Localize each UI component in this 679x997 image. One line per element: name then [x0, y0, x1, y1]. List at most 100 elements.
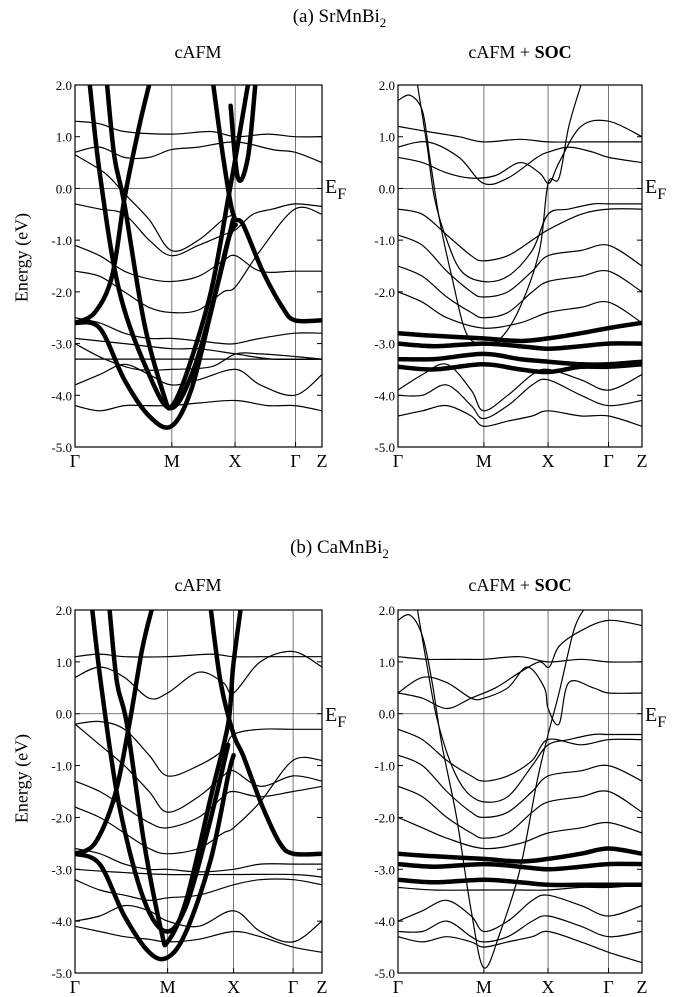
a-cafm-band-2 [75, 222, 238, 430]
a-cafm-soc-ytick-label-5: 0.0 [379, 181, 395, 196]
fermi-label-a: EF [325, 176, 346, 204]
b-cafm-soc-band-8 [398, 816, 642, 850]
a-cafm-band-7 [75, 141, 322, 164]
a-cafm-soc-band-8 [398, 291, 642, 329]
a-cafm-band-10 [75, 244, 322, 283]
b-cafm-band-10 [75, 756, 322, 855]
b-cafm-soc-band-1 [416, 610, 642, 803]
a-cafm-band-4 [211, 85, 322, 324]
b-cafm-ytick-label-7: 2.0 [56, 603, 72, 618]
b-cafm-soc-xtick-label-2: X [542, 977, 555, 997]
b-cafm-ytick-label-2: -3.0 [51, 862, 72, 877]
a-cafm-soc-xtick-label-0: Γ [393, 451, 403, 471]
a-cafm-ytick-label-7: 2.0 [56, 78, 72, 93]
a-cafm-ytick-label-3: -2.0 [51, 285, 72, 300]
panel-title-b-cafm: cAFM [63, 575, 333, 596]
a-cafm-soc-band-11 [398, 351, 642, 367]
b-cafm-band-4 [208, 610, 322, 857]
a-cafm-xtick-label-3: Γ [290, 451, 300, 471]
b-cafm-band-12 [75, 868, 322, 878]
a-cafm-ytick-label-1: -4.0 [51, 388, 72, 403]
b-cafm-ytick-label-0: -5.0 [51, 966, 72, 981]
b-cafm-soc-band-13 [398, 894, 642, 933]
a-cafm-band-12 [75, 317, 322, 345]
b-cafm-xtick-label-2: X [227, 977, 240, 997]
b-cafm-ytick-label-5: 0.0 [56, 707, 72, 722]
a-cafm-soc-band-9 [398, 320, 642, 344]
a-cafm-soc-band-1 [416, 85, 642, 283]
a-cafm-ytick-label-5: 0.0 [56, 181, 72, 196]
b-cafm-band-13 [75, 878, 322, 902]
a-cafm-soc-band-6 [398, 234, 642, 298]
b-cafm-frame [74, 609, 323, 974]
a-cafm-band-15 [75, 363, 322, 397]
b-cafm-soc-frame [397, 609, 643, 974]
panel-title-a-cafm-soc: cAFM + SOC [385, 42, 655, 63]
a-cafm-soc-band-3 [398, 140, 642, 186]
panel-title-b-cafm-text: cAFM [174, 575, 222, 595]
a-cafm-ytick-label-0: -5.0 [51, 440, 72, 455]
b-cafm-ytick-label-1: -4.0 [51, 914, 72, 929]
b-cafm-soc-band-2 [398, 656, 642, 663]
b-cafm-band-9 [75, 780, 322, 829]
a-cafm-ytick-label-4: -1.0 [51, 233, 72, 248]
panel-title-a-soc-bold: SOC [534, 42, 572, 62]
panel-title-b-cafm-soc: cAFM + SOC [385, 575, 655, 596]
b-cafm-soc-band-5 [398, 728, 642, 782]
a-cafm-soc-band-14 [398, 378, 642, 420]
b-cafm-soc-ytick-label-6: 1.0 [379, 655, 395, 670]
b-cafm-band-3 [75, 610, 154, 856]
a-cafm-soc-ytick-label-1: -4.0 [374, 388, 395, 403]
fermi-label-a-soc-sub: F [657, 186, 667, 203]
a-cafm-soc-ytick-label-0: -5.0 [374, 440, 395, 455]
a-cafm-soc-ytick-label-6: 1.0 [379, 130, 395, 145]
a-cafm-xtick-label-0: Γ [70, 451, 80, 471]
b-cafm-band-8 [75, 723, 322, 813]
b-cafm-soc-band-7 [398, 785, 642, 839]
a-cafm-soc-ytick-label-7: 2.0 [379, 78, 395, 93]
panel-title-a-cafm-text: cAFM [174, 42, 222, 62]
a-cafm-band-6 [75, 120, 322, 138]
a-cafm-band-9 [75, 203, 322, 257]
b-cafm-soc-xtick-label-3: Γ [603, 977, 613, 997]
b-cafm-ytick-label-6: 1.0 [56, 655, 72, 670]
a-cafm-soc-band-0 [398, 85, 582, 345]
b-cafm-band-11 [75, 847, 322, 873]
a-cafm-ytick-label-6: 1.0 [56, 130, 72, 145]
figure-title-a-text: (a) SrMnBi [292, 6, 380, 27]
a-cafm-frame [74, 84, 323, 448]
fermi-label-b: EF [325, 704, 346, 732]
b-cafm-band-6 [75, 650, 322, 700]
a-cafm-soc-xtick-label-4: Z [637, 451, 648, 471]
a-cafm-soc-ytick-label-3: -2.0 [374, 285, 395, 300]
b-cafm-soc-band-11 [398, 877, 642, 888]
b-cafm-xtick-label-1: M [160, 977, 176, 997]
b-cafm-soc-band-6 [398, 754, 642, 818]
panel-title-b-soc-bold: SOC [534, 575, 572, 595]
panel-title-b-soc-main: cAFM + [468, 575, 535, 595]
a-cafm-soc-ytick-label-4: -1.0 [374, 233, 395, 248]
a-cafm-xtick-label-2: X [229, 451, 242, 471]
a-cafm-band-16 [75, 399, 322, 412]
figure-title-a: (a) SrMnBi2 [0, 6, 679, 31]
a-cafm-soc-band-4 [398, 119, 642, 185]
a-cafm-soc-xtick-label-2: X [542, 451, 555, 471]
b-cafm-ytick-label-4: -1.0 [51, 759, 72, 774]
fermi-label-b-sub: F [337, 714, 347, 731]
a-cafm-soc-ytick-label-2: -3.0 [374, 337, 395, 352]
fermi-label-b-soc: EF [645, 704, 666, 732]
b-cafm-soc-xtick-label-0: Γ [393, 977, 403, 997]
fermi-label-b-soc-text: E [645, 704, 658, 726]
figure-title-b: (b) CaMnBi2 [0, 537, 679, 562]
a-cafm-band-17 [75, 343, 322, 371]
b-cafm-xtick-label-3: Γ [288, 977, 298, 997]
b-cafm-band-2 [75, 752, 236, 962]
a-cafm-xtick-label-4: Z [317, 451, 328, 471]
figure-title-a-subscript: 2 [379, 14, 387, 30]
b-cafm-xtick-label-0: Γ [70, 977, 80, 997]
a-cafm-soc-band-15 [398, 404, 642, 428]
fermi-label-b-text: E [325, 704, 338, 726]
b-cafm-band-14 [75, 904, 322, 943]
a-cafm-soc-xtick-label-3: Γ [603, 451, 613, 471]
b-cafm-soc-band-9 [398, 846, 642, 864]
